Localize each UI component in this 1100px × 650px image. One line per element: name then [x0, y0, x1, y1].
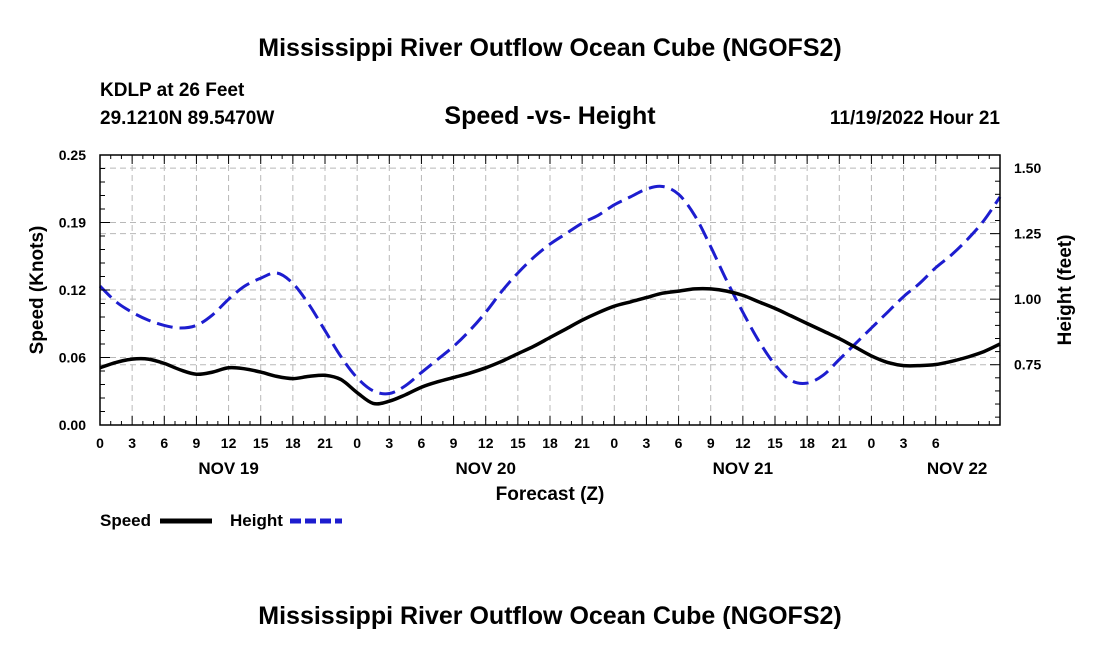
series-height-line	[98, 184, 1002, 396]
y-axis-left-title: Speed (Knots)	[27, 226, 48, 355]
x-tick-label: 21	[574, 435, 590, 451]
x-tick-label: 9	[707, 435, 715, 451]
x-tick-label: 15	[767, 435, 783, 451]
x-tick-label: 18	[799, 435, 815, 451]
plot-series	[98, 184, 1002, 406]
x-date-label: NOV 22	[927, 459, 987, 478]
x-tick-label: 15	[510, 435, 526, 451]
x-tick-label: 18	[542, 435, 558, 451]
y-axis-right-title: Height (feet)	[1055, 235, 1076, 346]
x-tick-label: 12	[735, 435, 751, 451]
x-tick-label: 9	[193, 435, 201, 451]
legend-height-label: Height	[230, 511, 283, 530]
legend: Speed Height	[100, 511, 342, 530]
x-date-label: NOV 21	[713, 459, 773, 478]
chart-subtitle: Speed -vs- Height	[444, 102, 656, 130]
x-tick-label: 0	[610, 435, 618, 451]
y-left-tick-label: 0.25	[59, 147, 86, 163]
axes: 0 3 6 9 12 15 18 21 0 3 6 9 12 15 18 21 0 3 6 9 12 15 18 21 0 3 6 0…	[59, 147, 1042, 478]
station-label: KDLP at 26 Feet	[100, 80, 245, 101]
run-label: 11/19/2022 Hour 21	[830, 108, 1000, 129]
x-tick-label: 6	[675, 435, 683, 451]
x-tick-label: 3	[900, 435, 908, 451]
x-tick-label: 6	[160, 435, 168, 451]
x-tick-label: 12	[221, 435, 237, 451]
x-tick-label: 0	[96, 435, 104, 451]
x-tick-label: 18	[285, 435, 301, 451]
x-tick-label: 0	[353, 435, 361, 451]
x-tick-label: 9	[450, 435, 458, 451]
x-tick-label: 3	[385, 435, 393, 451]
x-date-label: NOV 20	[455, 459, 515, 478]
x-tick-label: 6	[932, 435, 940, 451]
footer-title: Mississippi River Outflow Ocean Cube (NG…	[258, 602, 841, 630]
x-tick-label: 3	[643, 435, 651, 451]
x-date-label: NOV 19	[198, 459, 258, 478]
x-tick-label: 15	[253, 435, 269, 451]
grid-lines	[100, 155, 1000, 425]
y-right-tick-label: 1.00	[1014, 291, 1041, 307]
x-tick-label: 6	[418, 435, 426, 451]
y-left-tick-label: 0.19	[59, 215, 86, 231]
x-tick-label: 3	[128, 435, 136, 451]
x-tick-label: 21	[317, 435, 333, 451]
legend-speed-label: Speed	[100, 511, 151, 530]
x-axis-title: Forecast (Z)	[496, 484, 605, 505]
y-right-tick-label: 0.75	[1014, 357, 1041, 373]
y-left-tick-label: 0.00	[59, 417, 86, 433]
y-left-tick-label: 0.12	[59, 282, 86, 298]
y-right-tick-label: 1.25	[1014, 226, 1041, 242]
chart-title: Mississippi River Outflow Ocean Cube (NG…	[258, 34, 841, 62]
x-tick-label: 0	[868, 435, 876, 451]
x-tick-label: 12	[478, 435, 494, 451]
series-speed-line	[99, 286, 1001, 406]
location-label: 29.1210N 89.5470W	[100, 108, 274, 129]
y-left-tick-label: 0.06	[59, 350, 86, 366]
y-right-tick-label: 1.50	[1014, 160, 1041, 176]
x-tick-label: 21	[831, 435, 847, 451]
